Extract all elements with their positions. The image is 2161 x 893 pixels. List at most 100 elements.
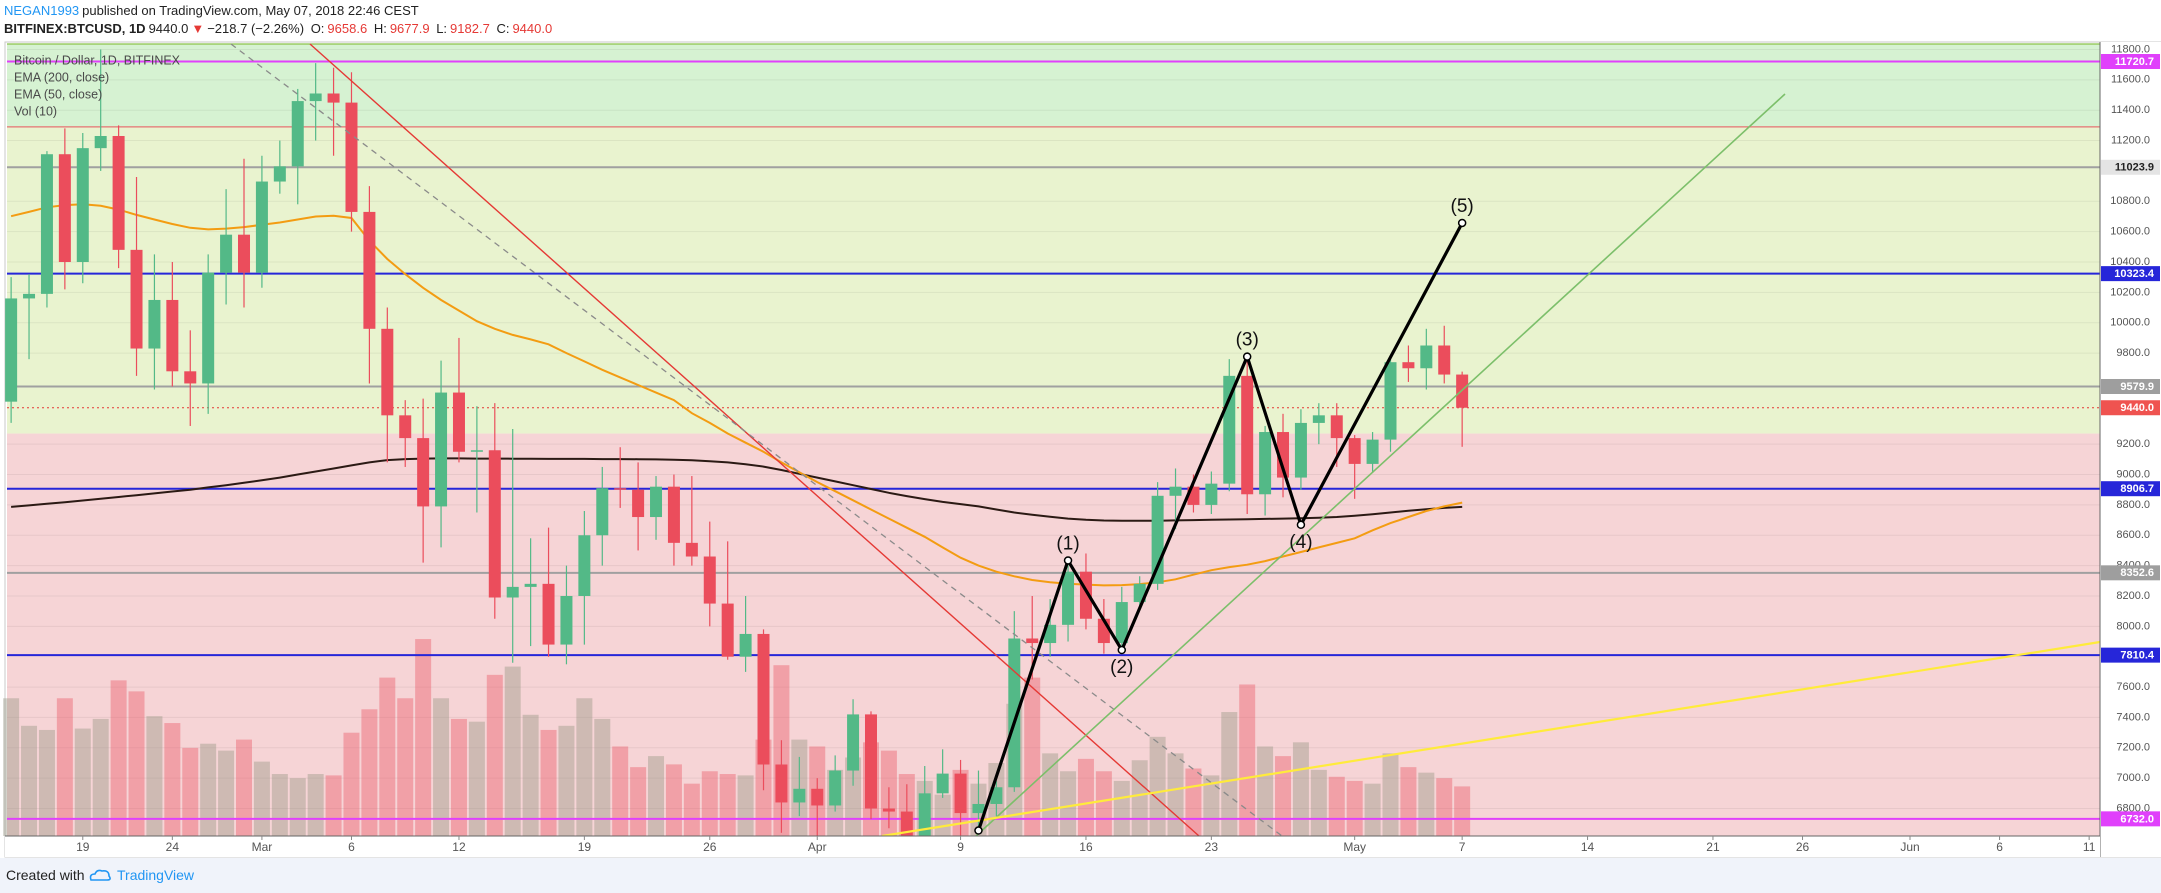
candle-body: [1026, 638, 1039, 644]
candle-body: [238, 234, 251, 273]
candle-body: [417, 438, 430, 507]
volume-bar: [1060, 771, 1077, 836]
candle-body: [506, 586, 519, 598]
price-tag-label: 11720.7: [2115, 56, 2154, 68]
candle-body: [76, 148, 89, 263]
header-bg: [0, 0, 2161, 42]
price-tag-label: 10323.4: [2114, 268, 2155, 280]
candle-body: [614, 488, 627, 490]
candle-body: [1115, 602, 1128, 644]
y-tick-label: 11600.0: [2111, 74, 2150, 86]
candle-body: [703, 556, 716, 604]
price-tag-label: 7810.4: [2120, 650, 2155, 662]
last-price: 9440.0: [148, 21, 189, 36]
candle-body: [5, 298, 18, 402]
brand-link[interactable]: TradingView: [117, 867, 195, 883]
wave-point: [1117, 645, 1127, 655]
candle-body: [148, 299, 161, 349]
price-tag: [2101, 565, 2160, 581]
volume-bar: [934, 794, 951, 836]
candle-body: [1205, 483, 1218, 505]
volume-bar: [307, 774, 324, 836]
x-tick-label: May: [1343, 840, 1366, 854]
volume-bar: [1203, 775, 1220, 836]
candle-body: [381, 328, 394, 416]
price-tag-label: 9579.9: [2120, 381, 2154, 393]
volume-bar: [576, 698, 593, 836]
candle-body: [1062, 571, 1075, 625]
y-tick-label: 11400.0: [2111, 104, 2150, 116]
ohlc-value: 9658.6: [327, 21, 368, 36]
volume-bar: [1131, 760, 1148, 836]
candle-body: [847, 714, 860, 771]
y-tick-label: 8800.0: [2116, 499, 2150, 511]
price-tag-label: 11023.9: [2115, 162, 2154, 174]
price-tag: [2101, 54, 2160, 70]
volume-bar: [325, 775, 342, 836]
ohlc-label: C:: [496, 21, 510, 36]
legend-entry: Vol (10): [14, 104, 57, 118]
volume-bar: [612, 746, 629, 836]
volume-bar: [1113, 780, 1130, 836]
candle-body: [202, 272, 215, 384]
volume-bar: [683, 783, 700, 836]
candle-body: [1384, 362, 1397, 440]
candle-body: [578, 535, 591, 596]
volume-bar: [1454, 786, 1471, 836]
logo: [89, 869, 111, 881]
x-tick-label: Mar: [252, 840, 273, 854]
ohlc-label: L:: [436, 21, 448, 36]
y-tick-label: 7000.0: [2116, 772, 2150, 784]
candle-body: [793, 788, 806, 803]
candle-body: [488, 450, 501, 598]
candle-body: [291, 101, 304, 167]
candle-body: [596, 488, 609, 536]
ema-line: [10, 203, 1463, 587]
price-tag-label: 6732.0: [2120, 813, 2154, 825]
candle-body: [309, 93, 322, 102]
ohlc-label: H:: [373, 21, 387, 36]
volume-bar: [558, 725, 575, 836]
candle-body: [864, 714, 877, 809]
volume-bar: [182, 747, 199, 836]
candle-body: [327, 93, 340, 103]
volume-bar: [1418, 772, 1435, 836]
candle-body: [650, 486, 663, 518]
candle-body: [1366, 439, 1379, 464]
x-tick-label: 24: [166, 840, 180, 854]
volume-bar: [110, 680, 127, 836]
volume-bar: [737, 775, 754, 836]
chart: 6800.07000.07200.07400.07600.08000.08200…: [0, 0, 2161, 858]
candle-body: [452, 392, 465, 452]
volume-bar: [648, 756, 665, 836]
x-tick-label: 26: [1796, 840, 1810, 854]
y-tick-label: 10800.0: [2110, 195, 2150, 207]
volume-bar: [1400, 767, 1417, 836]
volume-bar: [468, 721, 485, 836]
candle-body: [757, 633, 770, 765]
candle-body: [560, 595, 573, 645]
candle-body: [130, 249, 143, 349]
candle-body: [399, 415, 412, 439]
volume-bar: [361, 709, 378, 836]
candle-body: [273, 166, 286, 182]
wave-point: [1242, 352, 1252, 361]
volume-bar: [1042, 753, 1059, 836]
price-tag-label: 9440.0: [2120, 402, 2154, 414]
volume-bar: [630, 767, 647, 836]
price-tag: [2101, 811, 2160, 827]
volume-bar: [1275, 756, 1292, 836]
trend-line: [975, 93, 1786, 837]
price-tag-label: 8906.7: [2120, 483, 2154, 495]
x-axis-bg: [5, 836, 2100, 857]
candle-body: [23, 293, 36, 299]
candle-body: [220, 234, 233, 273]
volume-bar: [397, 698, 414, 836]
y-tick-label: 7600.0: [2116, 681, 2150, 693]
candle-body: [94, 135, 107, 149]
wave-label: (3): [1236, 330, 1259, 351]
author-link[interactable]: NEGAN1993: [4, 3, 80, 18]
x-tick-label: 14: [1581, 840, 1595, 854]
candle-body: [918, 793, 931, 836]
volume-bar: [253, 761, 270, 836]
